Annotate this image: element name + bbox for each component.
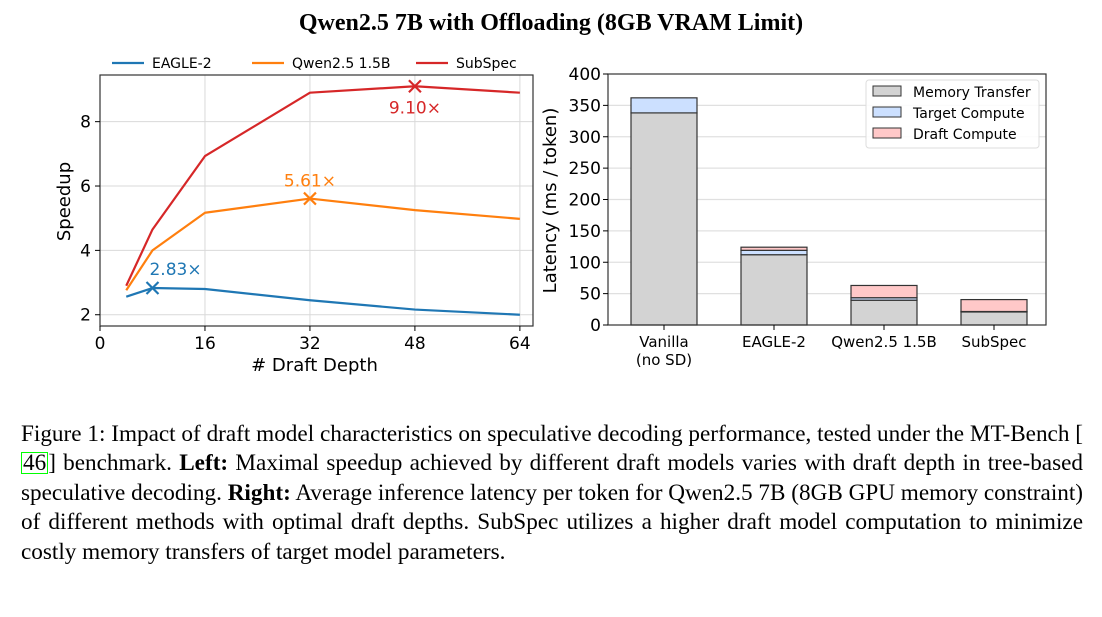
x-tick-label: 16 [194,334,216,354]
legend-label: Draft Compute [913,127,1017,143]
bar-segment-memory-transfer [850,299,918,326]
y-tick-label: 50 [579,285,601,305]
x-tick-label-line: SubSpec [961,333,1026,351]
figure-charts: 2.83× 5.61× 9.10× 0 16 32 48 64 2 4 6 8 # Draft Dept… [54,56,1047,376]
series-line-eagle-2 [125,286,520,316]
legend-label: SubSpec [456,56,517,72]
caption-right-label: Right: [227,479,291,506]
y-tick-label: 0 [590,316,601,336]
citation-link[interactable]: 46 [21,450,49,477]
y-axis-label: Latency (ms / token) [540,108,561,294]
x-tick-label-line: EAGLE-2 [742,333,806,351]
x-tick-label: 0 [95,334,106,354]
legend-swatch [872,85,902,97]
x-tick-label-line: Qwen2.5 1.5B [831,333,937,351]
legend: Memory Transfer Target Compute Draft Compu… [865,79,1040,149]
x-tick-label: 32 [299,334,321,354]
y-tick-label: 400 [569,65,601,85]
x-tick-label: Qwen2.5 1.5B [831,333,937,351]
y-tick-label: 6 [80,177,91,197]
y-tick-label: 100 [569,253,601,273]
y-tick-label: 200 [569,191,601,211]
bar-segment-draft-compute [740,246,808,251]
bar-segment-memory-transfer [960,311,1028,326]
caption-after-cite: ] benchmark. [48,450,180,477]
legend-box [865,79,1040,149]
x-tick-label: 48 [404,334,426,354]
bar-segment-memory-transfer [740,254,808,326]
speedup-line-chart: 2.83× 5.61× 9.10× 0 16 32 48 64 2 4 6 8 # Draft Dept… [54,56,534,376]
legend-label: EAGLE-2 [152,56,212,72]
x-axis-label: # Draft Depth [251,355,378,376]
peak-label: 5.61× [284,172,336,192]
peak-marker [408,79,422,94]
x-tick-label: Vanilla (no SD) [636,333,692,369]
bar-segment-target-compute [630,97,698,114]
y-tick-label: 300 [569,128,601,148]
y-tick-label: 150 [569,222,601,242]
figure-caption: Figure 1: Impact of draft model characte… [21,420,1083,567]
legend-label: Target Compute [912,106,1025,122]
legend-swatch [872,106,902,118]
series-line-qwen2-5-1-5b [125,197,520,291]
legend-label: Memory Transfer [913,85,1031,101]
x-tick-label-line: Vanilla [639,333,689,351]
caption-left-label: Left: [179,450,229,477]
y-tick-label: 250 [569,159,601,179]
plot-frame [99,74,534,327]
bar-segment-draft-compute [960,298,1028,313]
legend-label: Qwen2.5 1.5B [292,56,391,72]
figure-title: Qwen2.5 7B with Offloading (8GB VRAM Lim… [298,10,804,36]
series-line-subspec [125,85,520,287]
y-tick-label: 4 [80,241,91,261]
latency-bar-chart: Memory Transfer Target Compute Draft Compu… [540,65,1047,369]
peak-label: 2.83× [149,260,201,280]
peak-marker [303,191,317,206]
caption-right-text: Average inference latency per token for … [21,479,1084,565]
caption-left-text: Maximal speedup achieved by different dr… [21,450,1083,506]
bar-segment-target-compute [740,249,808,256]
x-tick-label: 64 [509,334,531,354]
bar-segment-draft-compute [850,284,918,299]
caption-prefix: Figure 1: Impact of draft model characte… [21,421,1083,447]
y-tick-label: 350 [569,96,601,116]
x-tick-label: SubSpec [961,333,1026,351]
x-tick-label-line: (no SD) [636,351,692,369]
legend-swatch [872,127,902,139]
y-axis-label: Speedup [54,162,75,241]
y-tick-label: 2 [80,306,91,326]
bar-segment-memory-transfer [630,112,698,326]
peak-marker [145,281,160,295]
peak-label: 9.10× [389,98,441,118]
x-tick-label: EAGLE-2 [742,333,806,351]
y-tick-label: 8 [80,113,91,133]
